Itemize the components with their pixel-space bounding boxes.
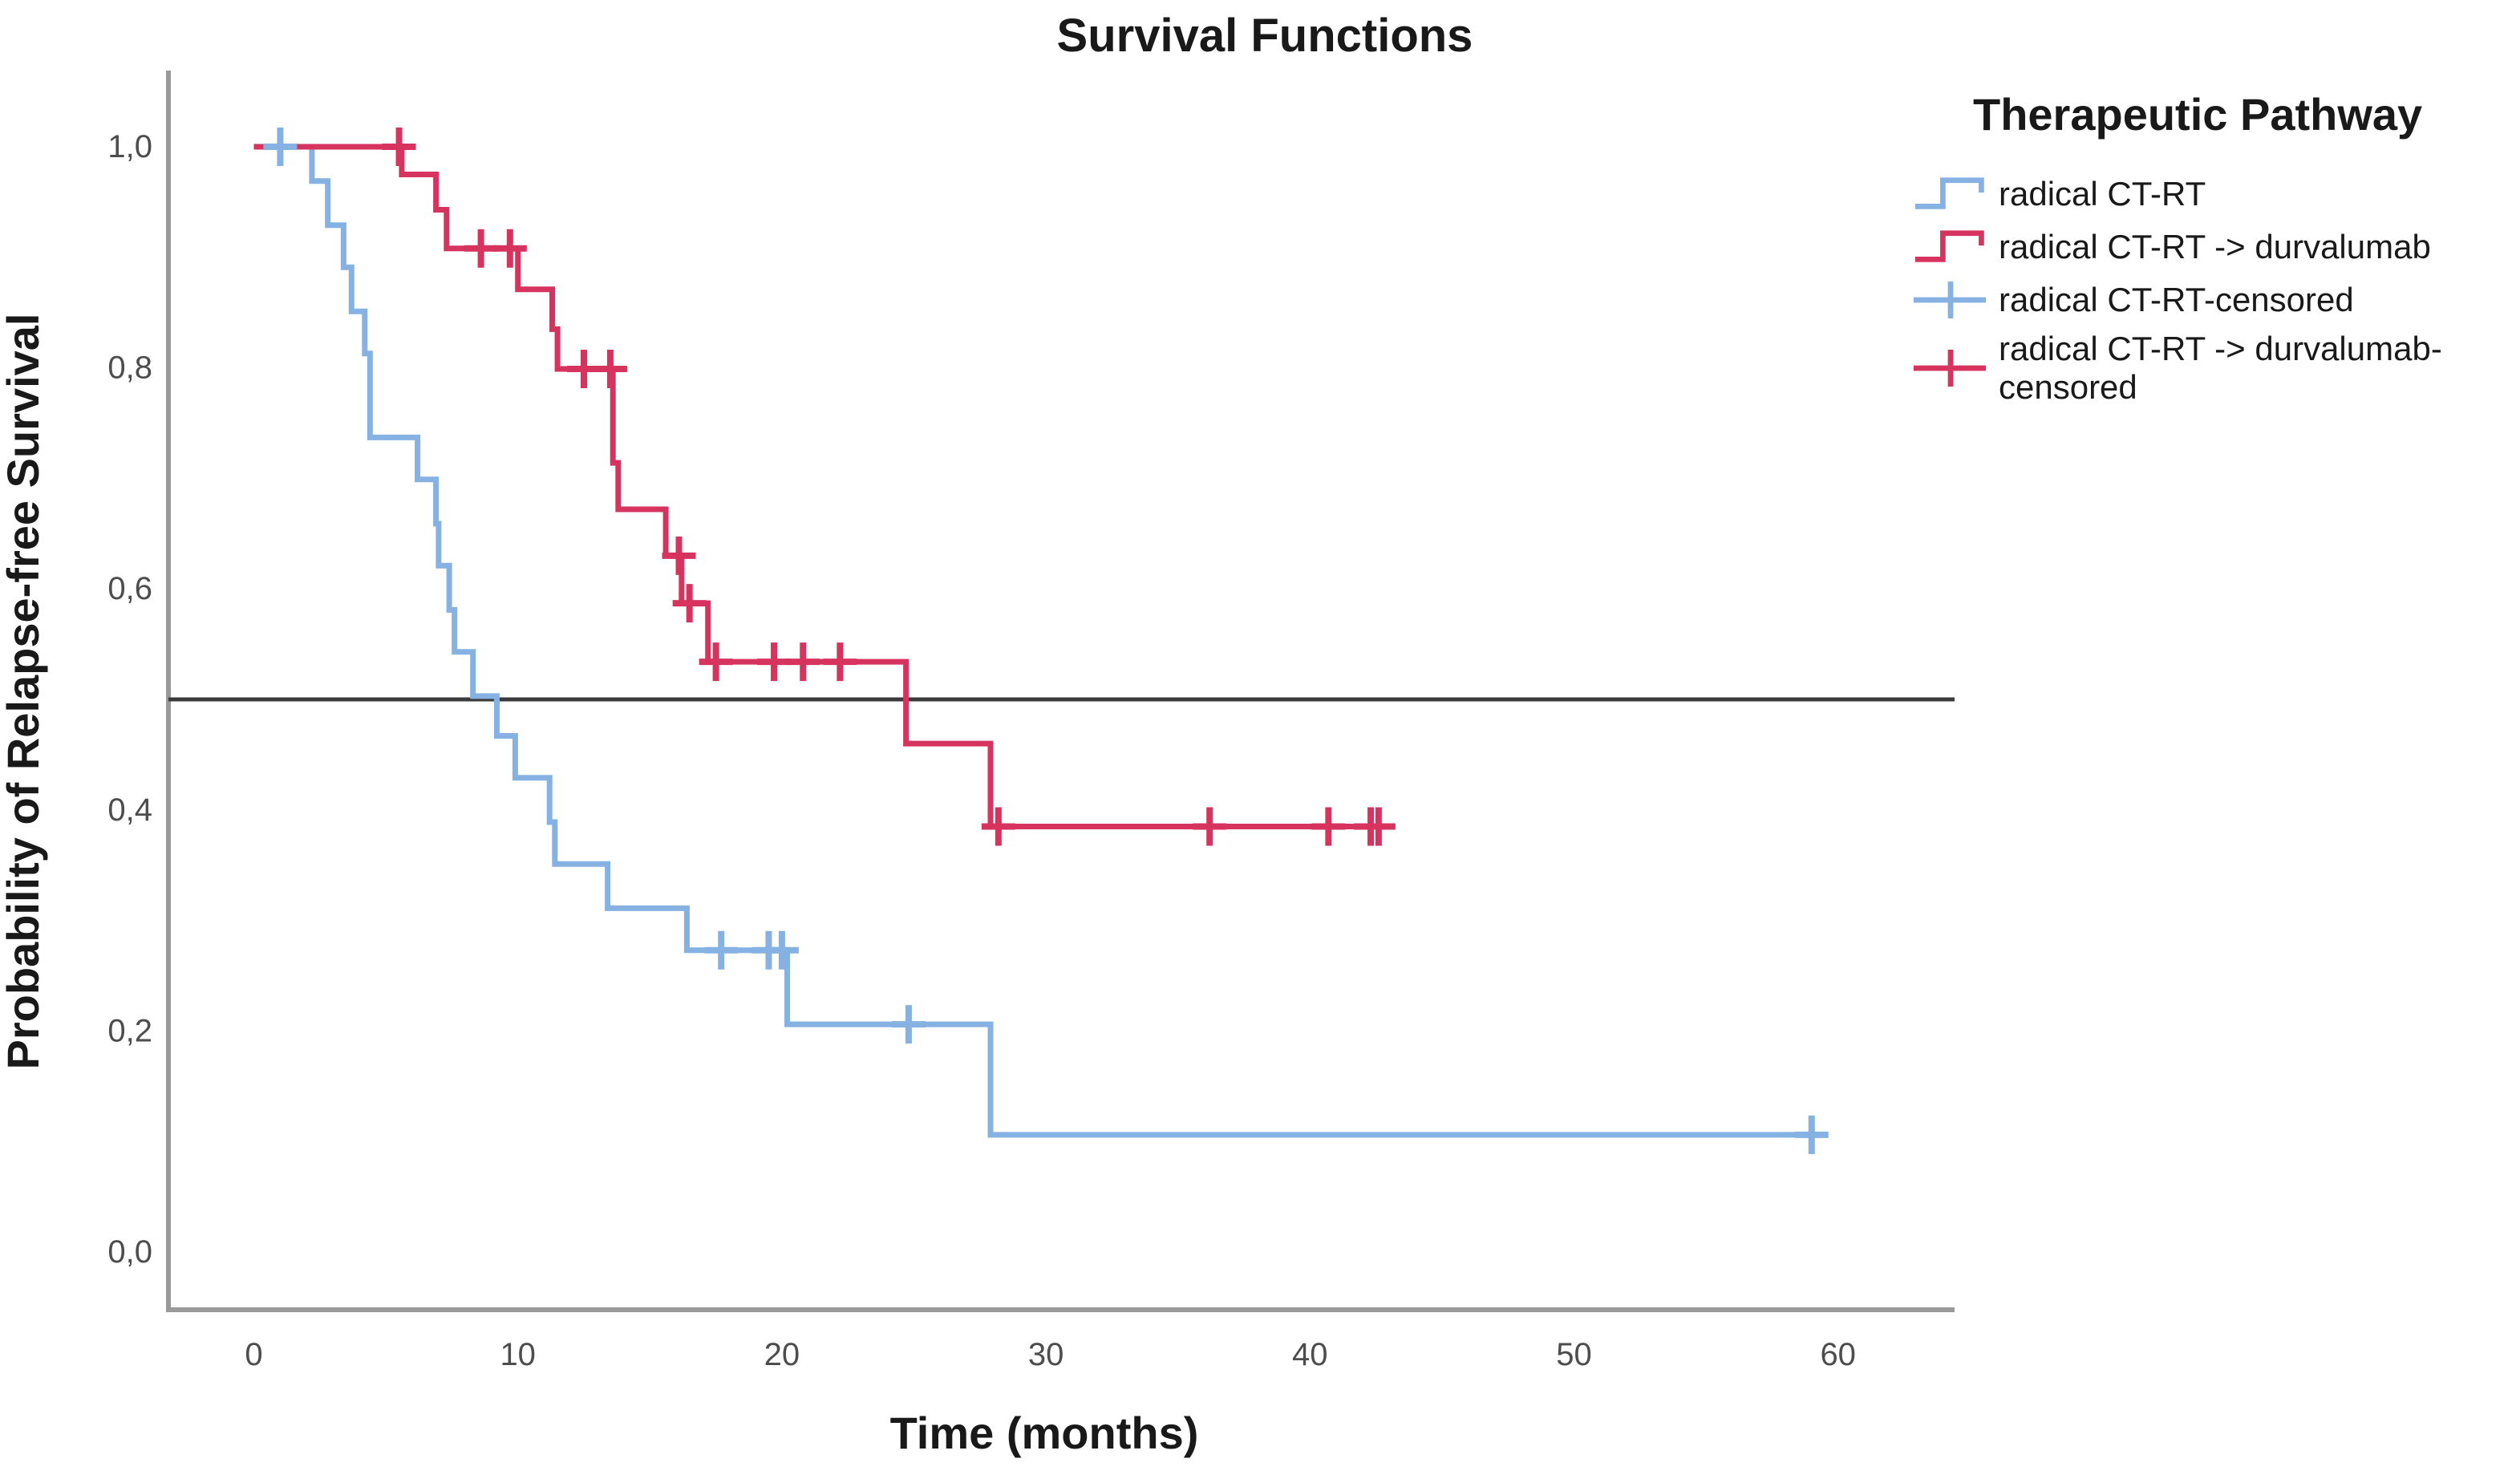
x-tick-label: 0: [245, 1337, 262, 1372]
y-axis-tick-labels: 0,0 0,2 0,4 0,6 0,8 1,0: [107, 129, 152, 1270]
censor-marks-radical-ct-rt-durvalumab: [382, 128, 1396, 846]
blue-step-line-icon: [1914, 177, 1984, 209]
y-tick-label: 1,0: [107, 129, 152, 164]
chart-title: Survival Functions: [1057, 10, 1473, 62]
legend-item-radical-ct-rt-durvalumab-censored: radical CT-RT -> durvalumab-censored: [1912, 326, 2520, 410]
censor-marks-radical-ct-rt: [263, 128, 1829, 1154]
y-tick-label: 0,8: [107, 350, 152, 386]
x-axis-tick-labels: 0 10 20 30 40 50 60: [245, 1337, 1856, 1372]
legend-item-label: radical CT-RT -> durvalumab-censored: [1999, 330, 2442, 406]
censored-marks: [263, 128, 1829, 1154]
y-axis-title: Probability of Relapse-free Survival: [0, 314, 48, 1070]
x-tick-label: 40: [1292, 1337, 1328, 1372]
x-tick-label: 10: [500, 1337, 536, 1372]
red-step-line-icon: [1914, 230, 1984, 262]
x-tick-label: 30: [1028, 1337, 1064, 1372]
y-tick-label: 0,6: [107, 571, 152, 606]
legend-item-radical-ct-rt-durvalumab: radical CT-RT -> durvalumab: [1912, 221, 2520, 274]
x-axis-title: Time (months): [890, 1408, 1199, 1458]
survival-curve-radical-ct-rt-durvalumab: [253, 144, 1395, 829]
survival-curve-radical-ct-rt: [253, 144, 1822, 1138]
legend: Therapeutic Pathway radical CT-RT radica…: [1912, 88, 2520, 410]
axes: [166, 71, 1955, 1312]
y-tick-label: 0,4: [107, 792, 152, 828]
y-tick-label: 0,0: [107, 1234, 152, 1270]
y-tick-label: 0,2: [107, 1013, 152, 1048]
legend-item-radical-ct-rt: radical CT-RT: [1912, 168, 2520, 221]
legend-item-label: radical CT-RT -> durvalumab: [1999, 228, 2431, 266]
blue-censor-plus-icon: [1913, 281, 1987, 319]
legend-item-radical-ct-rt-censored: radical CT-RT-censored: [1912, 274, 2520, 326]
survival-curves: [253, 144, 1822, 1138]
legend-title: Therapeutic Pathway: [1973, 89, 2423, 140]
legend-item-label: radical CT-RT: [1999, 175, 2206, 213]
legend-item-label: radical CT-RT-censored: [1999, 281, 2354, 319]
x-tick-label: 60: [1820, 1337, 1856, 1372]
x-tick-label: 50: [1556, 1337, 1592, 1372]
x-tick-label: 20: [764, 1337, 800, 1372]
red-censor-plus-icon: [1913, 349, 1987, 387]
